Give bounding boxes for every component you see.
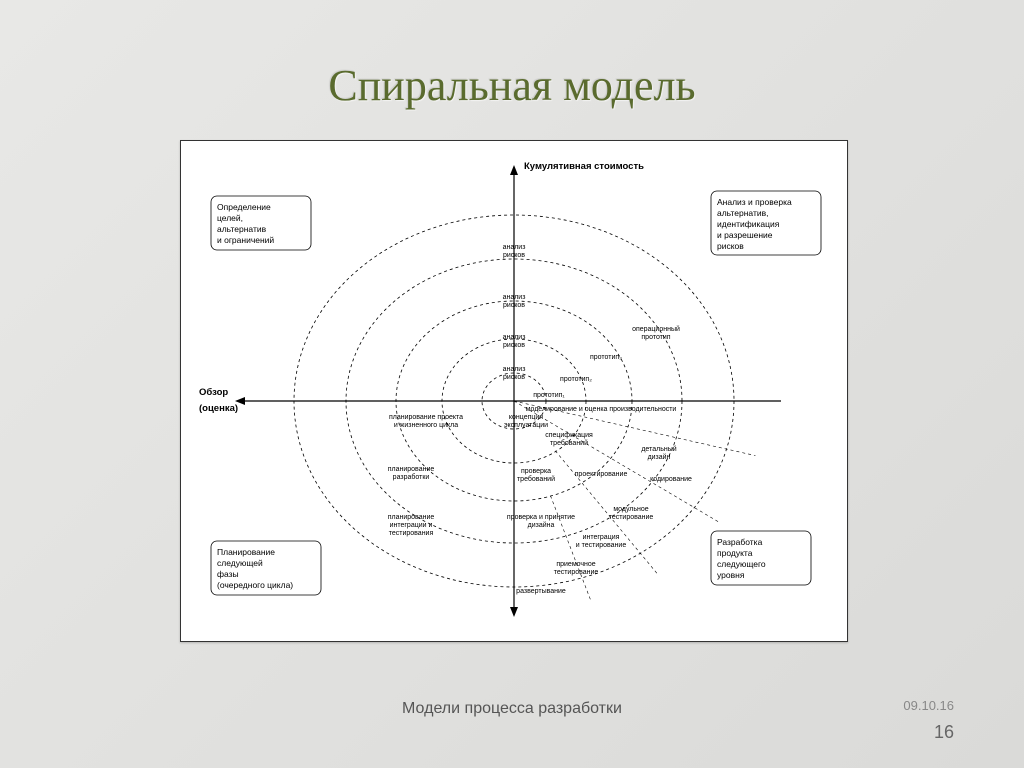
diagram-label: кодирование — [650, 476, 692, 483]
diagram-label: проектирование — [575, 471, 628, 478]
axis-left-label-2: (оценка) — [199, 403, 238, 414]
box-bottom-right-text: продукта — [717, 548, 753, 558]
diagram-label: планирование — [388, 466, 435, 473]
diagram-label: детальный — [641, 445, 676, 453]
spiral-diagram: Кумулятивная стоимость Обзор (оценка) Опред… — [180, 140, 848, 642]
footer-caption: Модели процесса разработки — [0, 700, 1024, 718]
footer-page-number: 16 — [934, 722, 954, 743]
diagram-label: приемочное — [556, 561, 595, 568]
diagram-label: и жизненного цикла — [394, 422, 458, 429]
box-bottom-left-text: фазы — [217, 569, 239, 579]
axis-top-label: Кумулятивная стоимость — [524, 161, 644, 172]
diagram-label: тестирование — [609, 514, 654, 521]
box-top-left-text: альтернатив — [217, 224, 267, 234]
diagram-label: разработки — [393, 473, 430, 481]
box-top-right-text: Анализ и проверка — [717, 197, 792, 207]
diagram-label: планирование проекта — [389, 414, 463, 421]
diagram-label: тестирования — [389, 530, 434, 537]
diagram-label: интеграция — [583, 534, 620, 541]
diagram-label: анализ — [503, 294, 526, 301]
diagram-label: развертывание — [516, 588, 566, 595]
diagram-label: тестирование — [554, 569, 599, 576]
diagram-label: анализ — [503, 334, 526, 341]
diagram-label: прототип₁ — [533, 392, 565, 399]
diagram-label: проверка и принятие — [507, 514, 575, 521]
diagram-label: концепция — [509, 414, 543, 421]
box-bottom-right-text: следующего — [717, 559, 766, 569]
diagram-label: дизайна — [528, 521, 555, 529]
diagram-label: рисков — [503, 374, 525, 381]
diagram-label: рисков — [503, 252, 525, 259]
box-bottom-left-text: Планирование — [217, 547, 275, 557]
diagram-label: требований — [517, 475, 555, 483]
diagram-label: и тестирование — [576, 542, 627, 549]
diagram-label: рисков — [503, 342, 525, 349]
diagram-label: интеграции и — [390, 522, 433, 529]
box-top-left-text: Определение — [217, 202, 271, 212]
diagram-label: проверка — [521, 468, 551, 475]
diagram-label: прототип₃ — [590, 354, 622, 361]
diagram-label: спецификация — [545, 432, 593, 439]
box-top-right-text: альтернатив, — [717, 208, 768, 218]
diagram-label: анализ — [503, 244, 526, 251]
footer-date: 09.10.16 — [903, 698, 954, 713]
diagram-label: модульное — [613, 506, 648, 513]
box-top-left-text: и ограничений — [217, 235, 274, 245]
diagram-label: дизайн — [648, 453, 671, 461]
box-bottom-right-text: Разработка — [717, 537, 763, 547]
box-bottom-left-text: (очередного цикла) — [217, 580, 293, 590]
slide: Спиральная модель Кумулятивная стоимость… — [0, 0, 1024, 768]
diagram-label: моделирование и оценка производительност… — [526, 406, 677, 413]
diagram-label: прототип₂ — [560, 376, 592, 383]
radial-line — [514, 401, 719, 522]
box-top-left-text: целей, — [217, 213, 243, 223]
diagram-label: планирование — [388, 514, 435, 521]
diagram-label: прототип — [641, 334, 670, 341]
box-bottom-right-text: уровня — [717, 570, 745, 580]
diagram-label: рисков — [503, 302, 525, 309]
axis-left-label-1: Обзор — [199, 387, 228, 398]
box-top-right-text: идентификация — [717, 219, 780, 229]
diagram-label: эксплуатации — [504, 422, 548, 429]
box-top-right-text: и разрешение — [717, 230, 773, 240]
slide-title: Спиральная модель — [0, 60, 1024, 111]
box-bottom-left-text: следующей — [217, 558, 263, 568]
diagram-label: требований — [550, 439, 588, 447]
diagram-label: анализ — [503, 366, 526, 373]
diagram-svg: Кумулятивная стоимость Обзор (оценка) Опред… — [181, 141, 847, 641]
box-top-right-text: рисков — [717, 241, 744, 251]
diagram-label: операционный — [632, 325, 680, 333]
